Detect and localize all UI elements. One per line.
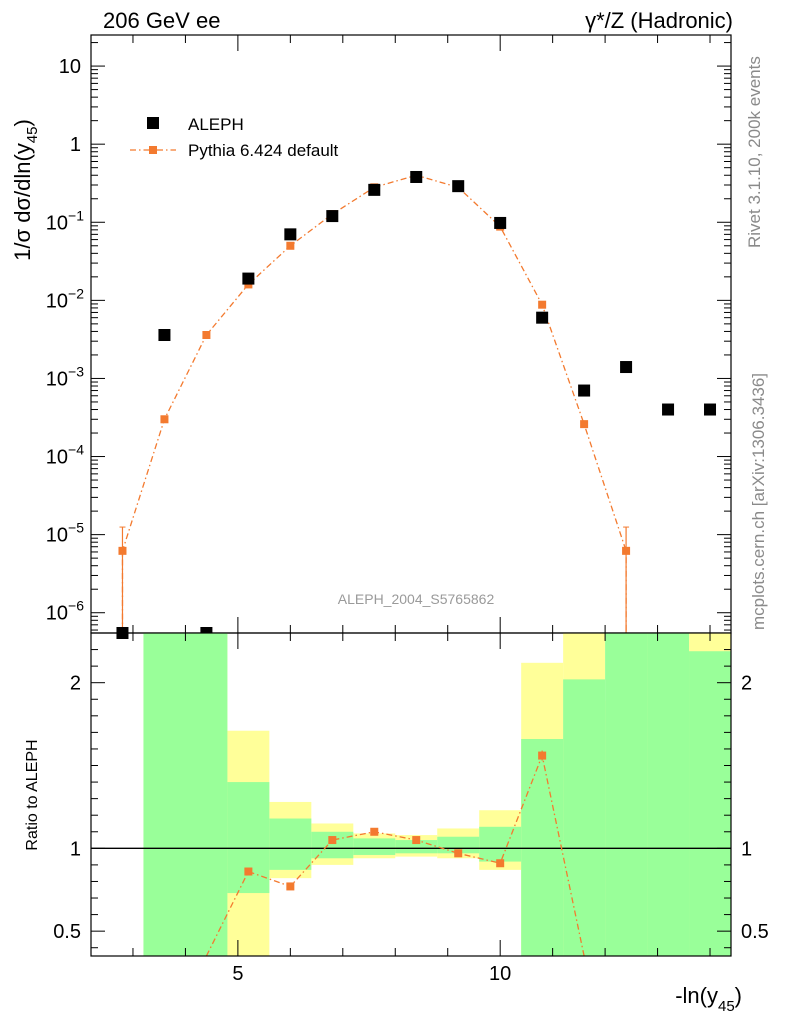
pythia-point	[538, 300, 547, 309]
lower-plot-marks	[91, 750, 731, 957]
aleph-point	[368, 183, 381, 196]
ratio-pythia-point	[538, 751, 547, 760]
ratio-band-green	[689, 651, 731, 956]
ratio-band-green	[437, 836, 480, 854]
upper-y-tick-exponent: −4	[68, 442, 84, 458]
ratio-bands	[143, 633, 731, 956]
ratio-band-green	[521, 739, 564, 956]
upper-y-axis-label-end: )	[10, 119, 35, 126]
lower-y-tick-label-left: 2	[70, 673, 81, 695]
upper-y-tick-label: 10−6	[46, 598, 84, 625]
aleph-point	[578, 384, 591, 397]
x-tick-label: 10	[489, 963, 511, 985]
ratio-pythia-point	[412, 836, 421, 845]
lower-y-tick-label-right: 0.5	[741, 921, 769, 943]
aleph-point	[242, 272, 255, 285]
upper-y-tick-base: 10	[46, 525, 68, 547]
legend-label-pythia: Pythia 6.424 default	[188, 141, 339, 160]
legend: ALEPH Pythia 6.424 default	[130, 115, 339, 160]
ratio-pythia-point	[454, 849, 463, 858]
ratio-band-green	[605, 633, 648, 956]
lower-axis-ticks: 2 2 1 1 0.5 0.5 5 10	[53, 633, 769, 985]
upper-y-tick-label: 10−4	[46, 442, 84, 469]
x-axis-label-main: -ln(y	[675, 983, 718, 1008]
upper-y-tick-label: 10	[59, 56, 81, 78]
upper-y-tick-base: 10	[46, 447, 68, 469]
upper-plot-frame	[90, 34, 732, 634]
ratio-pythia-point	[244, 867, 253, 876]
upper-y-tick-base: 10	[46, 212, 68, 234]
upper-y-tick-label: 10−5	[46, 520, 84, 547]
side-label-rivet: Rivet 3.1.10, 200k events	[745, 56, 764, 248]
aleph-point	[704, 403, 717, 416]
upper-y-axis-label: 1/σ dσ/dln(y45)	[10, 119, 41, 261]
header-right: γ*/Z (Hadronic)	[585, 8, 733, 33]
upper-y-tick-base: 10	[46, 290, 68, 312]
aleph-point	[410, 170, 423, 183]
ratio-band-green	[311, 831, 354, 859]
x-axis-label: -ln(y45)	[675, 983, 742, 1015]
ratio-pythia-point	[496, 859, 505, 868]
upper-y-tick-label: 10−3	[46, 363, 84, 390]
ratio-band-green	[479, 826, 522, 862]
ratio-pythia-point	[286, 882, 295, 891]
analysis-label: ALEPH_2004_S5765862	[338, 591, 495, 607]
aleph-point	[494, 216, 507, 229]
upper-y-tick-exponent: −1	[68, 207, 84, 223]
aleph-point	[158, 329, 171, 342]
aleph-point	[326, 210, 339, 223]
lower-panel: 2 2 1 1 0.5 0.5 5 10 Ratio to ALEPH -ln(y45)	[24, 632, 769, 1015]
side-label-mcplots: mcplots.cern.ch [arXiv:1306.3436]	[749, 373, 768, 630]
pythia-point	[580, 420, 589, 429]
upper-y-tick-exponent: −5	[68, 520, 84, 536]
pythia-point	[202, 331, 211, 340]
upper-y-tick-exponent: −6	[68, 598, 84, 614]
legend-marker-aleph	[147, 117, 159, 129]
upper-y-tick-label: 10−1	[46, 207, 84, 234]
upper-y-axis-label-sub: 45	[24, 126, 41, 143]
upper-y-tick-base: 10	[46, 603, 68, 625]
legend-marker-pythia	[149, 146, 157, 154]
upper-y-tick-exponent: −2	[68, 285, 84, 301]
upper-y-tick-label: 10−2	[46, 285, 84, 312]
pythia-point	[286, 241, 295, 250]
aleph-point	[536, 311, 549, 324]
aleph-point	[452, 180, 465, 193]
upper-y-axis-label-main: 1/σ dσ/dln(y	[10, 143, 35, 261]
lower-y-axis-label: Ratio to ALEPH	[24, 739, 41, 850]
x-tick-label: 5	[232, 963, 243, 985]
upper-y-tick-base: 10	[46, 368, 68, 390]
ratio-band-green	[143, 633, 228, 956]
lower-y-tick-label-left: 0.5	[53, 921, 81, 943]
header-left: 206 GeV ee	[103, 8, 220, 33]
ratio-band-green	[563, 679, 606, 956]
pythia-line	[121, 174, 627, 633]
ratio-pythia-line	[205, 753, 585, 957]
lower-y-tick-label-right: 2	[741, 673, 752, 695]
lower-y-tick-label-right: 1	[741, 838, 752, 860]
pythia-point	[118, 546, 127, 555]
legend-label-aleph: ALEPH	[188, 115, 244, 134]
aleph-point	[284, 228, 297, 241]
ratio-band-green	[353, 838, 396, 855]
lower-y-tick-label-left: 1	[70, 838, 81, 860]
ratio-pythia-point	[328, 836, 337, 845]
aleph-point	[662, 403, 675, 416]
lower-plot-frame	[90, 632, 732, 957]
x-axis-label-sub: 45	[718, 998, 735, 1015]
upper-y-tick-exponent: −3	[68, 363, 84, 379]
upper-y-tick-label: 1	[70, 134, 81, 156]
ratio-band-green	[647, 633, 690, 956]
pythia-point	[622, 546, 631, 555]
ratio-band-green	[269, 818, 312, 870]
x-axis-label-end: )	[735, 983, 742, 1008]
pythia-point	[160, 415, 169, 424]
aleph-point	[620, 361, 633, 374]
upper-plot-marks	[116, 170, 717, 639]
ratio-pythia-point	[370, 827, 379, 836]
